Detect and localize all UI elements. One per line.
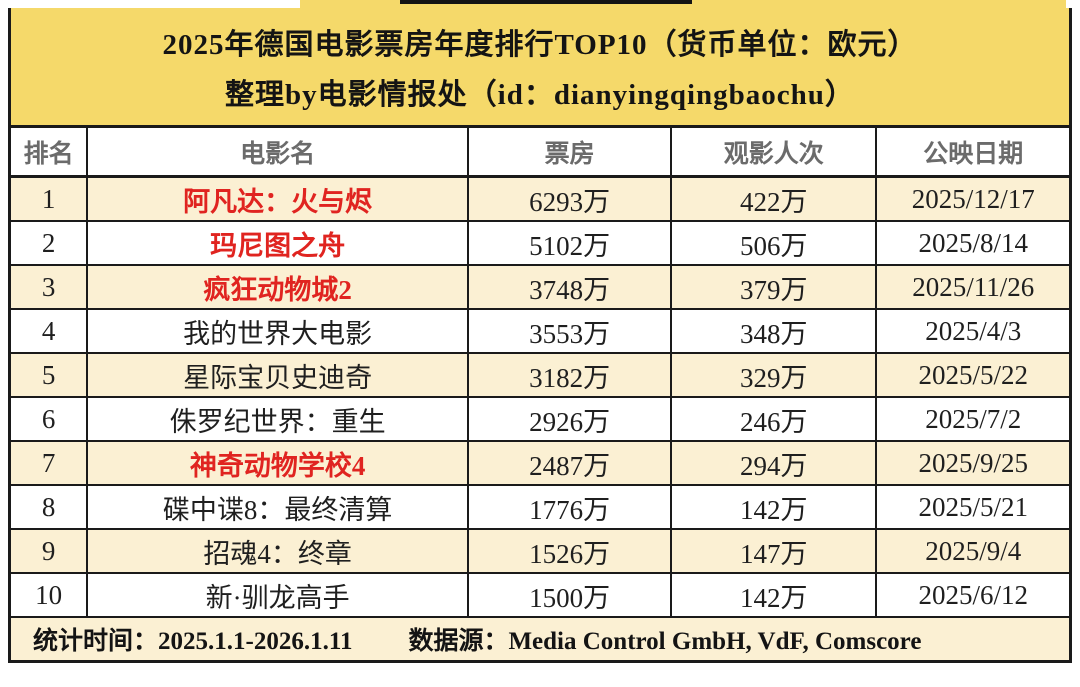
admissions-cell: 142万: [670, 484, 878, 530]
rank-cell: 6: [11, 396, 89, 442]
box-office-cell: 3748万: [467, 264, 673, 310]
movie-title-cell: 玛尼图之舟: [86, 220, 470, 266]
page-subtitle: 整理by电影情报处（id：dianyingqingbaochu）: [225, 78, 855, 111]
box-office-cell: 5102万: [467, 220, 673, 266]
rank-cell: 7: [11, 440, 89, 486]
table-row: 10 新·驯龙高手 1500万 142万 2025/6/12: [11, 572, 1069, 618]
rank-cell: 10: [11, 572, 89, 618]
release-date-cell: 2025/8/14: [875, 220, 1069, 266]
movie-title-cell: 新·驯龙高手: [86, 572, 470, 618]
release-date-cell: 2025/11/26: [875, 264, 1069, 310]
admissions-cell: 246万: [670, 396, 878, 442]
table-row: 5 星际宝贝史迪奇 3182万 329万 2025/5/22: [11, 352, 1069, 398]
admissions-cell: 422万: [670, 175, 878, 222]
admissions-cell: 142万: [670, 572, 878, 618]
table-row: 7 神奇动物学校4 2487万 294万 2025/9/25: [11, 440, 1069, 486]
table-row: 6 侏罗纪世界：重生 2926万 246万 2025/7/2: [11, 396, 1069, 442]
box-office-cell: 2487万: [467, 440, 673, 486]
page-title: 2025年德国电影票房年度排行TOP10（货币单位：欧元）: [162, 28, 918, 61]
admissions-cell: 294万: [670, 440, 878, 486]
release-date-cell: 2025/9/25: [875, 440, 1069, 486]
release-date-cell: 2025/9/4: [875, 528, 1069, 574]
movie-title-cell: 疯狂动物城2: [86, 264, 470, 310]
release-date-cell: 2025/12/17: [875, 175, 1069, 222]
box-office-cell: 2926万: [467, 396, 673, 442]
movie-title-cell: 侏罗纪世界：重生: [86, 396, 470, 442]
top-crop-yellow-strip: [300, 0, 1066, 10]
rank-cell: 4: [11, 308, 89, 354]
col-header-release-date: 公映日期: [875, 128, 1069, 178]
col-header-admissions: 观影人次: [670, 128, 878, 178]
admissions-cell: 348万: [670, 308, 878, 354]
release-date-cell: 2025/7/2: [875, 396, 1069, 442]
movie-title-cell: 招魂4：终章: [86, 528, 470, 574]
box-office-table: 排名 电影名 票房 观影人次 公映日期 1 阿凡达：火与烬 6293万 422万…: [11, 128, 1069, 618]
movie-title-cell: 我的世界大电影: [86, 308, 470, 354]
stats-period-text: 统计时间：2025.1.1-2026.1.11: [33, 628, 353, 655]
box-office-cell: 1776万: [467, 484, 673, 530]
ranking-table-card: 2025年德国电影票房年度排行TOP10（货币单位：欧元） 整理by电影情报处（…: [8, 8, 1072, 663]
table-row: 4 我的世界大电影 3553万 348万 2025/4/3: [11, 308, 1069, 354]
table-row: 3 疯狂动物城2 3748万 379万 2025/11/26: [11, 264, 1069, 310]
rank-cell: 8: [11, 484, 89, 530]
rank-cell: 3: [11, 264, 89, 310]
admissions-cell: 506万: [670, 220, 878, 266]
table-body: 1 阿凡达：火与烬 6293万 422万 2025/12/17 2 玛尼图之舟 …: [11, 175, 1069, 618]
col-header-movie-title: 电影名: [86, 128, 470, 178]
admissions-cell: 329万: [670, 352, 878, 398]
rank-cell: 2: [11, 220, 89, 266]
col-header-box-office: 票房: [467, 128, 673, 178]
col-header-rank: 排名: [11, 128, 89, 178]
table-row: 9 招魂4：终章 1526万 147万 2025/9/4: [11, 528, 1069, 574]
table-header-row: 排名 电影名 票房 观影人次 公映日期: [11, 128, 1069, 178]
rank-cell: 5: [11, 352, 89, 398]
box-office-cell: 3553万: [467, 308, 673, 354]
movie-title-cell: 星际宝贝史迪奇: [86, 352, 470, 398]
release-date-cell: 2025/6/12: [875, 572, 1069, 618]
box-office-cell: 3182万: [467, 352, 673, 398]
top-crop-border-line: [400, 0, 692, 4]
movie-title-cell: 阿凡达：火与烬: [86, 175, 470, 222]
movie-title-cell: 神奇动物学校4: [86, 440, 470, 486]
movie-title-cell: 碟中谍8：最终清算: [86, 484, 470, 530]
table-footer: 统计时间：2025.1.1-2026.1.11 数据源：Media Contro…: [11, 618, 1069, 660]
release-date-cell: 2025/5/22: [875, 352, 1069, 398]
rank-cell: 1: [11, 175, 89, 222]
table-row: 2 玛尼图之舟 5102万 506万 2025/8/14: [11, 220, 1069, 266]
box-office-cell: 1526万: [467, 528, 673, 574]
table-row: 1 阿凡达：火与烬 6293万 422万 2025/12/17: [11, 175, 1069, 222]
admissions-cell: 147万: [670, 528, 878, 574]
title-banner: 2025年德国电影票房年度排行TOP10（货币单位：欧元） 整理by电影情报处（…: [11, 8, 1069, 128]
rank-cell: 9: [11, 528, 89, 574]
table-row: 8 碟中谍8：最终清算 1776万 142万 2025/5/21: [11, 484, 1069, 530]
box-office-cell: 1500万: [467, 572, 673, 618]
data-source-text: 数据源：Media Control GmbH, VdF, Comscore: [408, 628, 922, 655]
release-date-cell: 2025/4/3: [875, 308, 1069, 354]
release-date-cell: 2025/5/21: [875, 484, 1069, 530]
admissions-cell: 379万: [670, 264, 878, 310]
box-office-cell: 6293万: [467, 175, 673, 222]
